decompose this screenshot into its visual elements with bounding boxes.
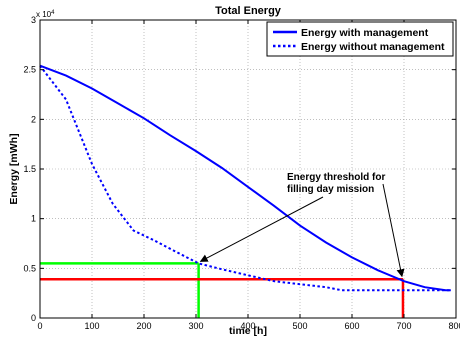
annotation-arrow-green bbox=[199, 196, 324, 262]
x-axis-ticks: 0 100 200 300 400 500 600 700 800 bbox=[37, 20, 460, 331]
annotation-text-line-1: Energy threshold for bbox=[287, 172, 385, 183]
x-tick-label: 100 bbox=[84, 321, 99, 331]
x-axis-label: time [h] bbox=[229, 325, 267, 337]
y-axis-exponent: x 104 bbox=[36, 10, 55, 19]
y-tick-label: 0.5 bbox=[23, 263, 36, 273]
x-tick-label: 700 bbox=[396, 321, 411, 331]
legend-label-with-management: Energy with management bbox=[301, 27, 429, 39]
y-tick-label: 2 bbox=[31, 114, 36, 124]
series-line-with-management bbox=[39, 64, 451, 292]
annotation: Energy threshold for filling day mission bbox=[199, 172, 405, 278]
x-tick-label: 800 bbox=[448, 321, 460, 331]
y-tick-label: 2.5 bbox=[23, 65, 36, 75]
y-tick-label: 0 bbox=[31, 313, 36, 323]
annotation-arrow-red bbox=[382, 183, 405, 278]
x-tick-label: 600 bbox=[344, 321, 359, 331]
y-tick-label: 1.5 bbox=[23, 164, 36, 174]
x-tick-label: 500 bbox=[292, 321, 307, 331]
y-exponent-power: 4 bbox=[51, 10, 55, 16]
x-tick-label: 400 bbox=[240, 321, 255, 331]
x-tick-label: 200 bbox=[136, 321, 151, 331]
reference-lines bbox=[40, 262, 405, 318]
chart-title: Total Energy bbox=[215, 5, 282, 17]
legend-label-without-management: Energy without management bbox=[301, 41, 445, 53]
series-layer bbox=[39, 64, 451, 292]
x-tick-label: 300 bbox=[188, 321, 203, 331]
y-tick-label: 3 bbox=[31, 15, 36, 25]
y-tick-label: 1 bbox=[31, 214, 36, 224]
series-line-without-management bbox=[39, 65, 451, 292]
grid bbox=[40, 20, 456, 318]
legend-box bbox=[266, 21, 454, 57]
y-axis-label: Energy [mWh] bbox=[8, 133, 20, 204]
y-axis-ticks: 0 0.5 1 1.5 2 2.5 3 bbox=[23, 15, 456, 323]
x-tick-label: 0 bbox=[37, 321, 42, 331]
annotation-text-line-2: filling day mission bbox=[287, 184, 374, 195]
legend: Energy with management Energy without ma… bbox=[266, 21, 454, 57]
y-exponent-base: x 10 bbox=[36, 10, 52, 19]
